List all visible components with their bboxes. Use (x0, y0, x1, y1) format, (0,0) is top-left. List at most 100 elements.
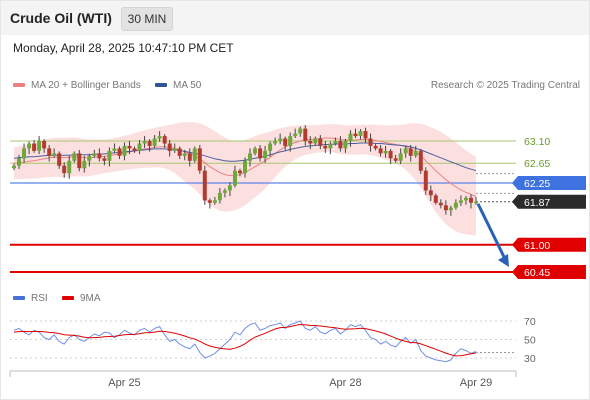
candle-body (227, 185, 232, 191)
ma50-swatch (155, 83, 167, 88)
level-badge-61-00-label: 61.00 (524, 240, 550, 252)
candle-body (182, 153, 187, 156)
candle-body (62, 165, 67, 174)
candle-body (293, 133, 298, 137)
legend-ma20: MA 20 + Bollinger Bands (13, 80, 141, 91)
legend-ma20-label: MA 20 + Bollinger Bands (31, 80, 141, 91)
x-tick-label: Apr 28 (329, 377, 361, 389)
legend-rsi: RSI (13, 293, 48, 304)
candle-body (433, 195, 438, 203)
candle-body (428, 190, 433, 196)
candle-body (298, 128, 303, 134)
last-price-badge-bg (512, 194, 586, 209)
interval-button[interactable]: 30 MIN (121, 7, 173, 31)
candle-body (358, 131, 363, 136)
candle-body (92, 153, 97, 156)
candle-body (97, 153, 102, 159)
level-badge-60-45-bg (512, 265, 586, 279)
candle-body (127, 145, 132, 149)
candle-body (453, 202, 458, 208)
candle-body (177, 148, 182, 156)
datetime-label: Monday, April 28, 2025 10:47:10 PM CET (13, 41, 234, 55)
candle-body (423, 170, 428, 191)
candle-body (67, 160, 72, 174)
candle-body (408, 148, 413, 156)
level-badge-62-25-bg (512, 176, 586, 191)
instrument-title: Crude Oil (WTI) (10, 10, 112, 26)
candle-body (107, 150, 112, 161)
candle-body (273, 141, 278, 144)
candle-body (323, 145, 328, 149)
candle-body (403, 148, 408, 154)
rsi-9ma-line (13, 323, 477, 357)
candle-body (348, 133, 353, 141)
candle-body (363, 131, 368, 139)
candle-body (217, 192, 222, 201)
candle-body (438, 202, 443, 206)
candle-body (338, 141, 343, 149)
level-badge-61-00-bg (512, 237, 586, 252)
rsi-swatch (13, 296, 25, 301)
legend-ma50: MA 50 (155, 80, 201, 91)
candle-body (353, 133, 358, 137)
candle-body (248, 153, 252, 161)
candle-body (112, 148, 117, 151)
candle-body (253, 148, 257, 154)
level-badge-60-45-label: 60.45 (524, 267, 550, 279)
candle-body (22, 148, 26, 159)
candle-body (418, 150, 423, 171)
candle-body (132, 148, 137, 151)
candle-body (368, 138, 373, 146)
candle-body (288, 136, 293, 146)
candle-body (122, 145, 127, 156)
candle-body (413, 150, 418, 156)
candle-body (243, 160, 247, 174)
candle-body (42, 141, 47, 149)
level-label-62-65: 62.65 (524, 158, 550, 170)
candle-body (268, 143, 273, 151)
ma9-swatch (62, 296, 74, 301)
candle-body (77, 153, 82, 169)
candle-body (202, 170, 207, 201)
candle-body (72, 153, 77, 161)
candle-body (469, 197, 473, 203)
candle-body (393, 158, 398, 161)
candle-body (318, 138, 323, 146)
forecast-arrow-head (498, 254, 509, 267)
candle-body (378, 148, 383, 154)
candle-body (32, 143, 37, 151)
candle-body (258, 148, 263, 159)
candle-body (147, 141, 152, 146)
candle-body (37, 141, 42, 151)
rsi-tick-30: 30 (524, 353, 536, 365)
candle-body (308, 141, 313, 144)
candle-body (187, 153, 192, 161)
candle-body (283, 138, 288, 146)
candle-body (197, 148, 202, 171)
candle-body (207, 200, 212, 203)
candle-body (47, 148, 52, 156)
candle-body (157, 136, 162, 139)
candle-body (102, 158, 107, 161)
x-tick-label: Apr 29 (460, 377, 492, 389)
legend-9ma: 9MA (62, 293, 101, 304)
candle-body (383, 150, 388, 154)
rsi-tick-70: 70 (524, 316, 536, 328)
candle-body (82, 160, 87, 169)
candle-body (464, 197, 468, 201)
legend-ma50-label: MA 50 (173, 80, 202, 91)
candle-body (167, 143, 172, 151)
candle-body (458, 200, 463, 203)
level-badge-62-25-label: 62.25 (524, 178, 550, 190)
forecast-arrow-shaft (476, 203, 508, 262)
rsi-tick-50: 50 (524, 335, 536, 347)
header-bar (1, 1, 589, 35)
candle-body (192, 148, 197, 161)
candle-body (17, 158, 21, 166)
candle-body (52, 153, 57, 156)
candle-body (313, 138, 318, 144)
candle-body (212, 200, 217, 203)
candle-body (328, 143, 333, 149)
candle-body (87, 155, 92, 161)
